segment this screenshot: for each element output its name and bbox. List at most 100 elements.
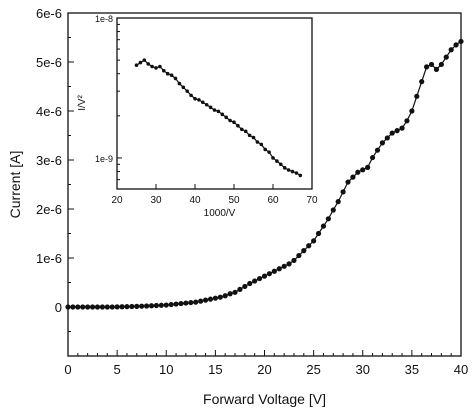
main-data-point: [350, 174, 356, 180]
inset-x-axis-label: 1000/V: [204, 208, 236, 219]
inset-data-point: [286, 168, 291, 172]
inset-data-point: [165, 71, 170, 76]
inset-data-point: [240, 127, 244, 132]
main-data-point: [330, 207, 336, 213]
main-data-point: [325, 216, 331, 222]
main-data-point: [242, 283, 248, 290]
main-data-point: [70, 304, 76, 310]
main-chart: 0 5 10 15 20 25 30 35 40 0 1e-6 2e-6 3e-6 4e-6 5e-6 6e-…: [7, 6, 468, 407]
inset-data-point: [158, 64, 162, 69]
main-x-tick-label: 10: [159, 362, 173, 377]
inset-data-point: [290, 169, 295, 174]
main-data-point: [458, 38, 464, 45]
inset-data-point: [146, 62, 150, 66]
main-data-point: [379, 140, 385, 146]
main-data-point: [232, 289, 238, 295]
main-data-point: [389, 130, 395, 136]
main-data-point: [168, 301, 174, 308]
main-data-point: [237, 286, 243, 292]
main-y-tick-label: 1e-6: [36, 251, 62, 266]
inset-data-point: [142, 58, 147, 62]
inset-data-point: [204, 102, 209, 107]
main-data-point: [374, 147, 381, 153]
main-data-point: [448, 47, 454, 53]
inset-background: [75, 14, 320, 225]
main-data-point: [217, 294, 223, 300]
inset-data-point: [298, 173, 303, 178]
inset-data-point: [189, 93, 193, 98]
main-data-point: [94, 304, 101, 310]
main-y-tick-label: 3e-6: [36, 153, 62, 168]
main-data-point: [428, 61, 435, 68]
main-x-tick-label: 20: [257, 362, 271, 377]
main-data-point: [438, 61, 444, 68]
main-x-tick-label: 5: [114, 362, 121, 377]
main-data-point: [261, 273, 268, 279]
main-data-point: [399, 125, 405, 131]
main-data-point: [89, 304, 96, 310]
main-data-point: [360, 167, 366, 173]
main-data-point: [193, 299, 199, 305]
main-data-point: [369, 154, 376, 161]
main-data-point: [266, 271, 273, 277]
inset-data-point: [275, 159, 279, 163]
main-y-tick-label: 2e-6: [36, 202, 62, 217]
inset-data-point: [173, 76, 178, 81]
main-x-tick-label: 0: [64, 362, 71, 377]
inset-data-point: [228, 118, 232, 123]
inset-data-point: [271, 156, 275, 160]
inset-series: [134, 58, 303, 178]
inset-data-point: [251, 135, 256, 140]
main-data-point: [75, 304, 81, 310]
main-y-tick-label: 4e-6: [36, 104, 62, 119]
inset-x-tick-label: 70: [306, 195, 318, 206]
inset-data-point: [197, 98, 201, 102]
main-data-point: [345, 179, 351, 185]
main-data-point: [443, 54, 449, 60]
main-data-point: [222, 293, 228, 299]
main-data-point: [433, 66, 440, 72]
inset-x-tick-label: 60: [267, 195, 279, 206]
main-data-point: [188, 299, 194, 306]
main-data-point: [207, 296, 214, 302]
inset-data-point: [236, 123, 240, 128]
main-data-point: [227, 291, 233, 297]
main-data-point: [291, 257, 297, 264]
main-data-point: [158, 302, 164, 308]
main-data-point: [296, 252, 302, 259]
main-data-point: [301, 248, 307, 254]
inset-x-tick-label: 50: [228, 195, 240, 206]
inset-data-point: [232, 120, 236, 125]
main-data-point: [104, 304, 110, 310]
main-data-point: [315, 230, 322, 237]
inset-data-point: [181, 85, 186, 90]
main-data-point: [163, 302, 169, 308]
main-y-tick-label: 5e-6: [36, 55, 62, 70]
main-data-point: [202, 297, 209, 303]
inset-data-point: [154, 66, 158, 70]
main-data-point: [65, 304, 71, 310]
inset-data-point: [224, 115, 228, 120]
main-data-point: [276, 266, 282, 272]
main-data-point: [153, 302, 160, 309]
main-data-point: [286, 261, 292, 267]
inset-data-point: [185, 89, 189, 93]
main-data-point: [134, 303, 140, 309]
main-data-point: [419, 79, 425, 85]
inset-data-point: [216, 109, 221, 114]
main-y-tick-label: 0: [55, 300, 62, 315]
main-data-point: [453, 42, 459, 48]
inset-data-point: [138, 60, 143, 65]
inset-data-point: [267, 150, 271, 154]
main-data-point: [414, 93, 420, 99]
main-data-point: [144, 303, 150, 309]
main-data-point: [335, 199, 341, 205]
main-data-point: [311, 238, 317, 244]
main-data-point: [99, 304, 105, 310]
inset-data-point: [212, 108, 217, 112]
main-x-tick-label: 35: [405, 362, 419, 377]
main-data-point: [80, 304, 86, 310]
inset-data-point: [177, 81, 182, 86]
main-data-point: [173, 301, 179, 307]
